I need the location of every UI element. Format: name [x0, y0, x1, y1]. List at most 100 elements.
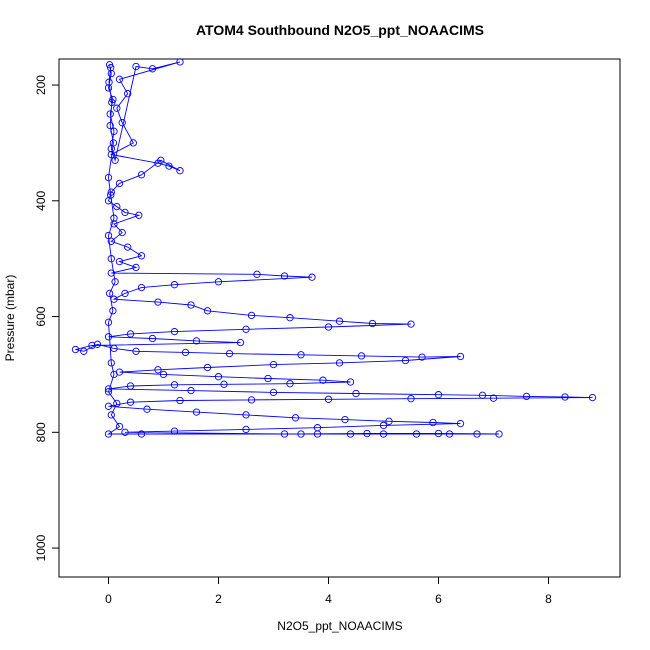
data-point: [107, 237, 115, 245]
data-point: [115, 422, 124, 431]
data-point: [412, 430, 421, 438]
data-point: [106, 110, 114, 118]
data-point: [111, 156, 119, 164]
data-point: [324, 395, 333, 403]
data-point: [113, 202, 121, 211]
data-point: [110, 370, 118, 379]
x-tick-label: 6: [435, 592, 442, 606]
data-point: [588, 393, 597, 402]
data-point: [148, 334, 157, 343]
x-axis: 0 2 4 6 8: [105, 577, 552, 606]
x-axis-label: N2O5_ppt_NOAACIMS: [277, 619, 402, 633]
data-point: [107, 64, 115, 72]
data-point: [181, 348, 190, 357]
data-point: [104, 430, 113, 438]
data-point: [115, 179, 124, 188]
data-point: [429, 418, 437, 427]
data-point: [154, 298, 162, 306]
data-point: [80, 347, 88, 355]
data-point: [253, 270, 261, 278]
y-axis-label: Pressure (mbar): [3, 275, 17, 362]
data-point: [335, 317, 344, 325]
x-tick-label: 8: [545, 592, 552, 606]
data-point: [106, 121, 114, 130]
data-point: [170, 381, 179, 389]
data-point: [203, 307, 212, 315]
data-point: [368, 319, 377, 328]
data-point: [187, 301, 195, 309]
data-point: [104, 333, 113, 341]
data-point: [137, 171, 146, 179]
data-point: [104, 84, 113, 92]
y-tick-label: 800: [34, 422, 48, 442]
data-point: [115, 257, 124, 266]
data-point: [121, 208, 129, 217]
data-point: [341, 415, 349, 424]
data-point: [379, 430, 388, 438]
data-point: [489, 394, 498, 402]
data-point: [110, 344, 118, 353]
data-point: [104, 385, 113, 393]
data-point: [109, 139, 118, 147]
data-point: [88, 341, 96, 350]
data-point: [105, 78, 113, 86]
data-point: [148, 65, 157, 73]
data-point: [107, 188, 115, 196]
data-point: [445, 430, 454, 438]
data-point: [157, 156, 165, 164]
data-point: [137, 252, 146, 260]
data-point: [313, 430, 322, 438]
data-point: [346, 430, 355, 438]
y-tick-label: 600: [34, 306, 48, 326]
data-point: [107, 150, 115, 159]
data-point: [418, 353, 426, 361]
data-point: [214, 278, 223, 286]
data-point: [236, 338, 245, 347]
y-tick-label: 400: [34, 190, 48, 210]
data-point: [264, 374, 272, 383]
data-point: [137, 283, 146, 292]
data-point: [522, 392, 531, 401]
data-point: [121, 289, 129, 298]
data-point: [110, 214, 118, 222]
data-point: [105, 289, 114, 298]
data-point: [242, 425, 250, 434]
data-point: [93, 340, 102, 348]
data-point: [324, 323, 333, 331]
data-point: [126, 382, 135, 390]
data-point: [110, 295, 118, 303]
data-point: [132, 62, 140, 71]
data-point: [456, 352, 465, 361]
data-point: [280, 272, 289, 280]
data-point: [107, 191, 115, 199]
data-point: [379, 421, 388, 430]
data-point: [110, 220, 118, 228]
data-point: [121, 428, 129, 436]
data-point: [247, 396, 256, 404]
data-point: [297, 351, 305, 359]
data-point: [135, 211, 143, 219]
data-point: [357, 352, 366, 360]
data-point: [434, 429, 443, 438]
data-point: [108, 98, 116, 107]
data-point: [132, 347, 140, 355]
data-point: [269, 388, 278, 397]
data-point: [104, 231, 113, 240]
data-point: [176, 167, 184, 175]
data-point: [561, 393, 569, 401]
data-point: [176, 396, 184, 405]
data-point: [478, 391, 487, 399]
data-point: [385, 417, 393, 425]
data-point: [473, 430, 481, 438]
data-point: [107, 255, 115, 263]
data-point: [495, 430, 503, 438]
data-point: [242, 411, 250, 419]
plot-area: 0 2 4 6 8 200 400 600 800 1000: [34, 58, 621, 606]
data-point: [113, 104, 121, 112]
data-point: [71, 345, 80, 354]
data-point: [104, 388, 113, 396]
data-point: [269, 360, 278, 369]
data-point: [242, 325, 250, 333]
